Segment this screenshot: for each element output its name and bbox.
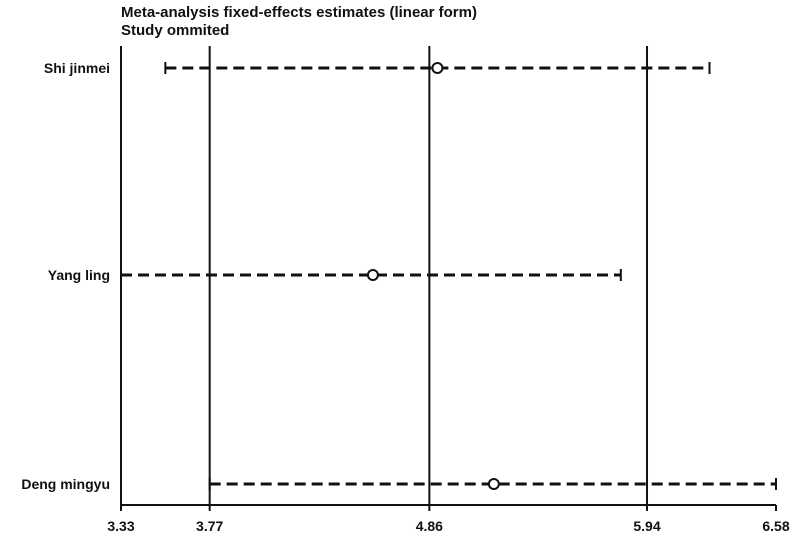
- study-row-shi-jinmei: Shi jinmei: [44, 60, 711, 76]
- x-tick-label-4-86: 4.86: [416, 518, 443, 534]
- study-rows: Shi jinmei Yang ling Deng mingyu: [21, 60, 777, 492]
- x-tick-label-6-58: 6.58: [762, 518, 789, 534]
- chart-title-block: Meta-analysis fixed-effects estimates (l…: [121, 4, 477, 40]
- x-tick-label-5-94: 5.94: [633, 518, 660, 534]
- study-row-yang-ling: Yang ling: [48, 267, 622, 283]
- study-label-yang-ling: Yang ling: [48, 267, 110, 283]
- x-tick-label-3-77: 3.77: [196, 518, 223, 534]
- point-estimate-yang-ling: [366, 269, 379, 281]
- study-label-deng-mingyu: Deng mingyu: [21, 476, 110, 492]
- x-tick-label-3-33: 3.33: [107, 518, 134, 534]
- x-axis: 3.33 3.77 4.86 5.94 6.58: [107, 504, 790, 534]
- chart-title: Meta-analysis fixed-effects estimates (l…: [121, 4, 477, 21]
- study-label-shi-jinmei: Shi jinmei: [44, 60, 110, 76]
- point-estimate-shi-jinmei: [431, 62, 444, 74]
- study-row-deng-mingyu: Deng mingyu: [21, 476, 777, 492]
- point-estimate-deng-mingyu: [487, 478, 500, 490]
- chart-subtitle: Study ommited: [121, 22, 230, 39]
